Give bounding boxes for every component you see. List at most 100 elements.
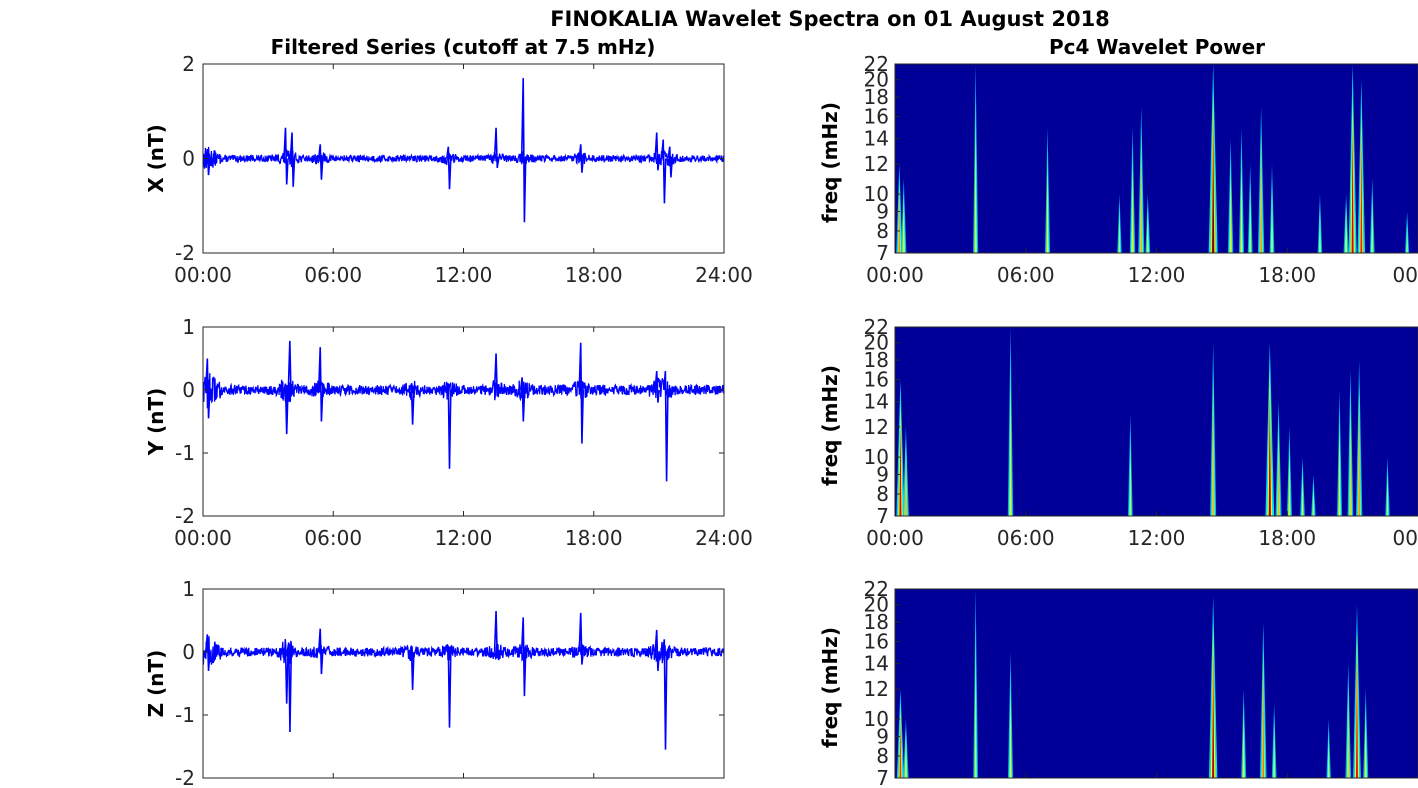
heatmap-streaks xyxy=(896,64,1410,253)
y-tick-label: 10 xyxy=(864,707,889,731)
streak-core-5 xyxy=(1243,715,1245,778)
y-tick-label: 22 xyxy=(864,315,889,339)
streak-core-8 xyxy=(1212,120,1215,253)
x-tick-label: 12:00 xyxy=(435,263,493,287)
streak-core-13 xyxy=(1271,190,1273,253)
spike-7 xyxy=(520,617,527,697)
spike-9 xyxy=(660,139,667,204)
streak-core-3 xyxy=(1046,164,1049,253)
x-tick-label: 18:00 xyxy=(1258,263,1316,287)
streak-core-19 xyxy=(1406,223,1408,253)
x-tick-label: 24:00 xyxy=(695,526,753,550)
heatmap-background xyxy=(895,64,1418,253)
x-tick-label: 18:00 xyxy=(565,526,623,550)
streak-core-11 xyxy=(1349,413,1352,516)
streak-core-9 xyxy=(1312,486,1314,516)
y-tick-label: 7 xyxy=(876,504,889,528)
y-tick-label: 9 xyxy=(876,463,889,487)
x-tick-label: 06:00 xyxy=(997,263,1055,287)
x-tick-label: 12:00 xyxy=(1128,263,1186,287)
heatmap-background xyxy=(895,327,1418,516)
left-column-title: Filtered Series (cutoff at 7.5 mHz) xyxy=(271,35,656,59)
streak-core-8 xyxy=(1301,474,1304,516)
spike-2 xyxy=(286,642,293,733)
spike-1 xyxy=(283,383,289,435)
y-axis-label: Z (nT) xyxy=(144,650,168,718)
x-tick-label: 18:00 xyxy=(565,263,623,287)
series-trace xyxy=(202,146,725,169)
plot-area xyxy=(203,589,724,778)
y-tick-label: 7 xyxy=(876,241,889,265)
spike-1 xyxy=(283,127,289,185)
streak-core-10 xyxy=(1240,164,1243,253)
y-tick-label: 1 xyxy=(182,577,195,601)
y-tick-label: 20 xyxy=(864,331,889,355)
streak-core-6 xyxy=(1277,435,1280,516)
y-axis-label: X (nT) xyxy=(144,124,168,193)
y-tick-label: 12 xyxy=(864,677,889,701)
spike-5 xyxy=(446,383,452,469)
y-tick-label: 1 xyxy=(182,315,195,339)
y-tick-label: 8 xyxy=(876,482,889,506)
y-axis-label: freq (mHz) xyxy=(818,365,842,486)
y-tick-label: -2 xyxy=(175,766,195,788)
y-tick-label: -1 xyxy=(175,441,195,465)
streak-core-0 xyxy=(898,190,901,253)
spike-5 xyxy=(493,127,500,169)
streak-core-7 xyxy=(1288,453,1291,516)
y-tick-label: 22 xyxy=(864,52,889,76)
streak-core-7 xyxy=(1273,725,1275,778)
x-tick-label: 06:00 xyxy=(304,263,362,287)
x-tick-label: 18:00 xyxy=(1258,526,1316,550)
streak-core-10 xyxy=(1338,427,1341,516)
streak-core-1 xyxy=(903,200,905,253)
x-tick-label: 06:00 xyxy=(304,526,362,550)
streak-core-10 xyxy=(1356,656,1358,778)
streak-core-2 xyxy=(1009,383,1012,516)
spike-3 xyxy=(317,347,324,422)
spike-4 xyxy=(446,146,452,190)
x-tick-label: 00:00 xyxy=(174,526,232,550)
y-tick-label: 9 xyxy=(876,725,889,749)
y-tick-label: 22 xyxy=(864,577,889,601)
streak-core-0 xyxy=(899,715,902,778)
spike-0 xyxy=(205,358,211,419)
spike-8 xyxy=(654,132,660,171)
spike-2 xyxy=(289,132,296,187)
spike-9 xyxy=(654,629,661,671)
y-tick-label: 20 xyxy=(864,68,889,92)
x-tick-label: 00:00 xyxy=(866,263,924,287)
heatmap-streaks xyxy=(896,327,1390,516)
y-tick-label: 14 xyxy=(864,127,889,151)
streak-core-18 xyxy=(1371,200,1373,253)
streak-core-4 xyxy=(1212,651,1215,778)
y-tick-label: 16 xyxy=(864,368,889,392)
spike-4 xyxy=(409,645,415,690)
y-tick-label: 14 xyxy=(864,390,889,414)
y-tick-label: 10 xyxy=(864,445,889,469)
spike-3 xyxy=(317,628,324,675)
y-tick-label: 18 xyxy=(864,85,889,109)
panels-group: -2 0 2 00:00 06:00 12:00 18:00 24:00 X (nT) -2 -1 0… xyxy=(144,52,1418,788)
streak-core-11 xyxy=(1249,190,1251,253)
x-tick-label: 06:00 xyxy=(997,526,1055,550)
streak-core-3 xyxy=(1129,444,1131,516)
spike-6 xyxy=(493,353,500,397)
streak-core-6 xyxy=(1262,668,1265,778)
y-tick-label: 8 xyxy=(876,744,889,768)
y-tick-label: 8 xyxy=(876,219,889,243)
x-tick-label: 00:00 xyxy=(866,526,924,550)
streak-core-11 xyxy=(1365,715,1367,778)
y-axis-label: freq (mHz) xyxy=(818,627,842,748)
streak-core-8 xyxy=(1328,736,1330,778)
spike-9 xyxy=(663,371,669,482)
y-tick-label: 12 xyxy=(864,415,889,439)
x-tick-label: 24:00 xyxy=(695,263,753,287)
x-tick-label: 12:00 xyxy=(435,526,493,550)
streak-core-1 xyxy=(905,736,907,778)
y-tick-label: 18 xyxy=(864,348,889,372)
spike-1 xyxy=(283,645,289,704)
streak-core-4 xyxy=(1118,211,1121,253)
